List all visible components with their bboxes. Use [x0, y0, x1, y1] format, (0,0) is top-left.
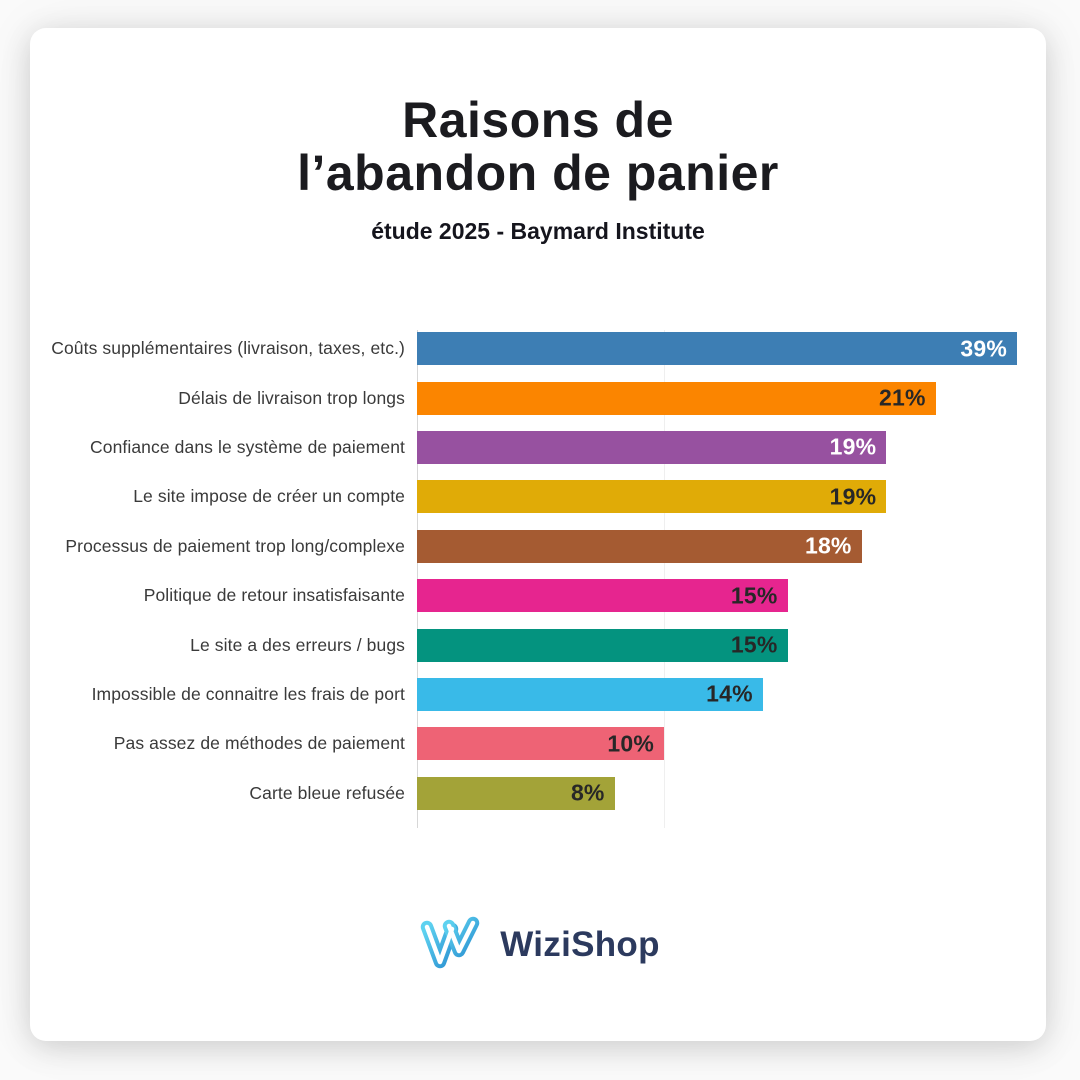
value-label: 15% [730, 631, 778, 658]
value-label: 10% [607, 730, 654, 757]
chart-subtitle: étude 2025 - Baymard Institute [371, 218, 705, 244]
category-label: Politique de retour insatisfaisante [143, 585, 405, 606]
category-label: Coûts supplémentaires (livraison, taxes,… [51, 338, 405, 359]
bar-track: 19% [417, 430, 1046, 464]
category-label: Carte bleue refusée [249, 782, 405, 803]
wizishop-logo: WiziShop [30, 914, 1046, 976]
chart-row: Délais de livraison trop longs 21% [30, 373, 1046, 422]
chart-row: Confiance dans le système de paiement 19% [30, 423, 1046, 472]
bar: 15% [417, 628, 788, 662]
value-label: 15% [730, 582, 778, 609]
bar: 19% [417, 430, 887, 464]
bar: 8% [417, 776, 615, 810]
gridline-10pct [664, 330, 665, 828]
logo-wordmark: WiziShop [500, 925, 660, 964]
bar-track: 15% [417, 579, 1046, 613]
value-label: 39% [960, 335, 1007, 362]
header: Raisons de l’abandon de panier étude 202… [30, 94, 1046, 245]
chart-row: Impossible de connaitre les frais de por… [30, 670, 1046, 719]
bar: 21% [417, 381, 936, 415]
category-label: Le site impose de créer un compte [133, 486, 405, 507]
value-label: 19% [829, 483, 877, 510]
chart-row: Processus de paiement trop long/complexe… [30, 522, 1046, 571]
bar: 15% [417, 579, 788, 613]
bar-track: 8% [417, 776, 1046, 810]
wizishop-logo-icon [420, 916, 480, 969]
chart-card: Raisons de l’abandon de panier étude 202… [30, 28, 1046, 1041]
value-label: 18% [804, 532, 852, 559]
chart-row: Le site a des erreurs / bugs 15% [30, 620, 1046, 669]
category-label: Le site a des erreurs / bugs [190, 634, 405, 655]
bar: 39% [417, 332, 1017, 366]
page-title-line-2: l’abandon de panier [297, 145, 779, 201]
y-axis-line [417, 330, 418, 828]
category-label: Impossible de connaitre les frais de por… [91, 683, 405, 704]
bar-track: 21% [417, 381, 1046, 415]
chart-row: Coûts supplémentaires (livraison, taxes,… [30, 324, 1046, 373]
value-label: 19% [829, 433, 877, 460]
bar-track: 14% [417, 677, 1046, 711]
bar-chart: Coûts supplémentaires (livraison, taxes,… [30, 324, 1046, 818]
category-label: Délais de livraison trop longs [178, 387, 405, 408]
category-label: Processus de paiement trop long/complexe [65, 535, 405, 556]
chart-row: Le site impose de créer un compte 19% [30, 472, 1046, 521]
category-label: Pas assez de méthodes de paiement [113, 733, 405, 754]
bar-track: 19% [417, 480, 1046, 514]
bar: 18% [417, 529, 862, 563]
page-title-line-1: Raisons de [402, 92, 674, 148]
bar: 10% [417, 727, 664, 761]
value-label: 14% [706, 680, 753, 707]
bar: 19% [417, 480, 887, 514]
bar: 14% [417, 677, 763, 711]
value-label: 8% [570, 779, 605, 806]
category-label: Confiance dans le système de paiement [90, 436, 405, 457]
bar-track: 10% [417, 727, 1046, 761]
value-label: 21% [879, 384, 926, 411]
chart-row: Carte bleue refusée 8% [30, 769, 1046, 818]
chart-row: Politique de retour insatisfaisante 15% [30, 571, 1046, 620]
bar-track: 15% [417, 628, 1046, 662]
bar-track: 18% [417, 529, 1046, 563]
bar-track: 39% [417, 332, 1046, 366]
chart-row: Pas assez de méthodes de paiement 10% [30, 719, 1046, 768]
bar-rows: Coûts supplémentaires (livraison, taxes,… [30, 324, 1046, 818]
